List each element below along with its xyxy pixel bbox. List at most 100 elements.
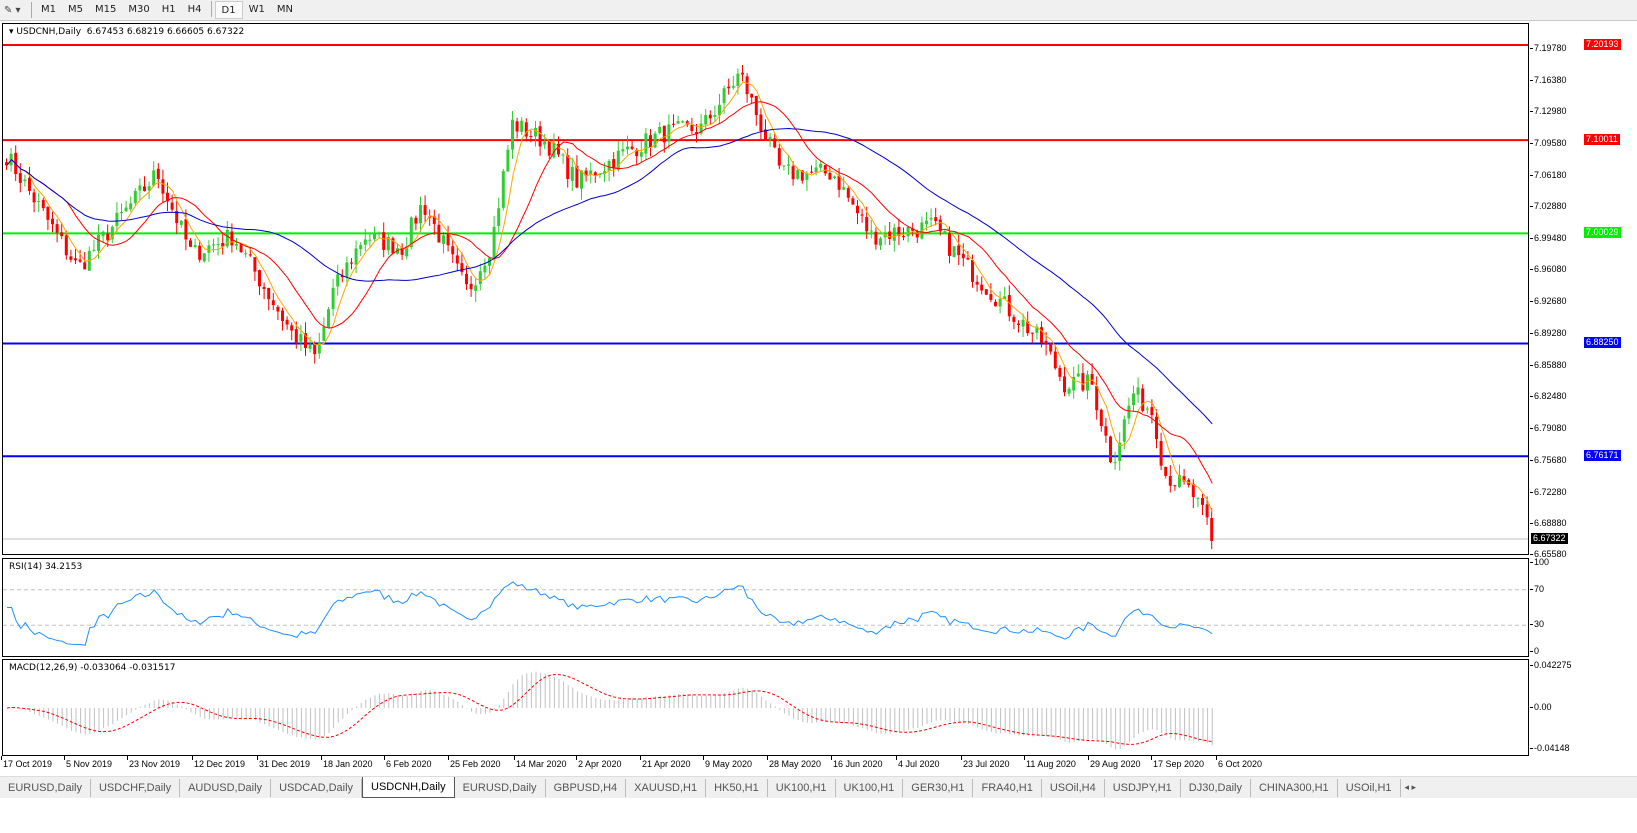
price-tick: 6.68880 — [1530, 518, 1567, 529]
candle-body — [934, 217, 938, 222]
candle-body — [630, 146, 634, 149]
price-tick: 7.16380 — [1530, 74, 1567, 85]
candle-body — [55, 224, 59, 233]
rsi-tick: 30 — [1529, 619, 1545, 630]
candle-body — [1173, 485, 1177, 487]
candle-body — [603, 171, 606, 175]
candle-body — [179, 220, 183, 225]
candle-body — [290, 325, 294, 331]
candle-body — [612, 159, 616, 169]
candle-body — [529, 136, 533, 138]
candle-body — [879, 238, 882, 246]
candle-body — [451, 246, 455, 255]
candle-body — [483, 265, 487, 273]
candle-body — [129, 203, 133, 210]
chart-tab-fra40-h1[interactable]: FRA40,H1 — [973, 778, 1042, 797]
candle-body — [221, 243, 225, 247]
level-price-tag: 7.20193 — [1584, 39, 1621, 50]
candle-body — [83, 262, 87, 270]
candle-body — [414, 217, 418, 224]
ma-mid-line — [6, 101, 1213, 484]
timeframe-w1[interactable]: W1 — [248, 4, 265, 15]
timeframe-mn[interactable]: MN — [276, 4, 293, 15]
candle-body — [501, 171, 505, 208]
rsi-tick: 0 — [1529, 646, 1540, 656]
timeframe-h1[interactable]: H1 — [161, 4, 176, 15]
timeframe-d1[interactable]: D1 — [214, 1, 243, 19]
candle-body — [253, 257, 257, 272]
candle-body — [101, 231, 105, 237]
candle-body — [708, 114, 712, 119]
candle-body — [1168, 476, 1172, 486]
chart-tab-usdcnh-daily[interactable]: USDCNH,Daily — [362, 777, 455, 798]
candle-body — [97, 234, 100, 251]
date-tick: 4 Jul 2020 — [896, 756, 940, 769]
rsi-line — [7, 581, 1213, 646]
chart-tab-usdchf-daily[interactable]: USDCHF,Daily — [91, 778, 181, 797]
rsi-panel[interactable]: RSI(14) 34.2153 — [2, 558, 1529, 657]
candle-body — [635, 150, 639, 157]
candle-body — [994, 301, 997, 307]
macd-label: MACD(12,26,9) -0.033064 -0.031517 — [9, 663, 176, 673]
chart-tab-gbpusd-h4[interactable]: GBPUSD,H4 — [546, 778, 627, 797]
chart-tab-ger30-h1[interactable]: GER30,H1 — [903, 778, 974, 797]
candle-body — [616, 150, 620, 170]
chart-tab-usdjpy-h1[interactable]: USDJPY,H1 — [1105, 778, 1181, 797]
drawing-tool-dropdown[interactable]: ✎ ▾ — [4, 4, 21, 16]
candle-body — [193, 245, 197, 247]
footer — [0, 798, 1637, 833]
chart-tab-audusd-daily[interactable]: AUDUSD,Daily — [180, 778, 272, 797]
chart-tab-china300-h1[interactable]: CHINA300,H1 — [1251, 778, 1338, 797]
candle-body — [161, 179, 165, 194]
candle-body — [869, 230, 873, 232]
candle-body — [391, 238, 395, 254]
candle-body — [911, 228, 915, 231]
level-price-tag: 7.00029 — [1584, 227, 1621, 239]
candle-body — [248, 254, 252, 256]
macd-panel[interactable]: MACD(12,26,9) -0.033064 -0.031517 — [2, 659, 1529, 756]
candle-body — [488, 257, 491, 266]
timeframe-m5[interactable]: M5 — [68, 4, 83, 15]
timeframe-m1[interactable]: M1 — [41, 4, 56, 15]
chart-tab-usdcad-daily[interactable]: USDCAD,Daily — [271, 778, 363, 797]
candle-body — [575, 165, 579, 188]
chart-tab-eurusd-daily[interactable]: EURUSD,Daily — [455, 778, 546, 797]
candle-body — [561, 154, 565, 156]
chart-tab-usoil-h1[interactable]: USOil,H1 — [1338, 778, 1401, 797]
price-axis: 7.19780 7.16380 7.12980 7.09580 7.06180 7.028… — [1530, 23, 1637, 559]
timeframe-m30[interactable]: M30 — [128, 4, 150, 15]
chart-tab-xauusd-h1[interactable]: XAUUSD,H1 — [626, 778, 707, 797]
candle-body — [23, 179, 27, 182]
candle-body — [874, 231, 878, 245]
date-tick: 18 Jan 2020 — [321, 756, 373, 769]
candle-body — [267, 287, 271, 300]
candle-body — [989, 294, 993, 300]
chart-tab-uk100-h1[interactable]: UK100,H1 — [768, 778, 836, 797]
chart-tab-uk100-h1[interactable]: UK100,H1 — [836, 778, 904, 797]
chart-tab-hk50-h1[interactable]: HK50,H1 — [706, 778, 768, 797]
chart-tab-usoil-h4[interactable]: USOil,H4 — [1042, 778, 1105, 797]
candle-body — [281, 310, 284, 322]
chart-tab-dj30-daily[interactable]: DJ30,Daily — [1181, 778, 1251, 797]
candle-body — [230, 231, 234, 246]
chart-tab-eurusd-daily[interactable]: EURUSD,Daily — [0, 778, 91, 797]
candle-body — [1132, 393, 1135, 406]
price-tick: 6.99480 — [1530, 232, 1567, 243]
candle-body — [198, 245, 202, 260]
candle-body — [1145, 408, 1149, 410]
price-tick: 6.82480 — [1530, 391, 1567, 402]
candle-body — [805, 173, 809, 180]
timeframe-m15[interactable]: M15 — [95, 4, 117, 15]
candle-body — [589, 170, 593, 175]
candle-body — [18, 173, 22, 183]
tab-scroll-arrows[interactable]: ◂ ▸ — [1404, 782, 1417, 792]
candle-body — [1127, 405, 1131, 419]
candle-body — [1141, 388, 1145, 411]
candle-body — [975, 281, 979, 285]
candle-body — [796, 170, 800, 179]
candle-body — [442, 235, 445, 244]
date-tick: 16 Jun 2020 — [831, 756, 883, 769]
candle-body — [1210, 518, 1214, 541]
timeframe-h4[interactable]: H4 — [187, 4, 202, 15]
price-chart-panel[interactable]: ▾ USDCNH,Daily 6.67453 6.68219 6.66605 6… — [2, 23, 1529, 555]
